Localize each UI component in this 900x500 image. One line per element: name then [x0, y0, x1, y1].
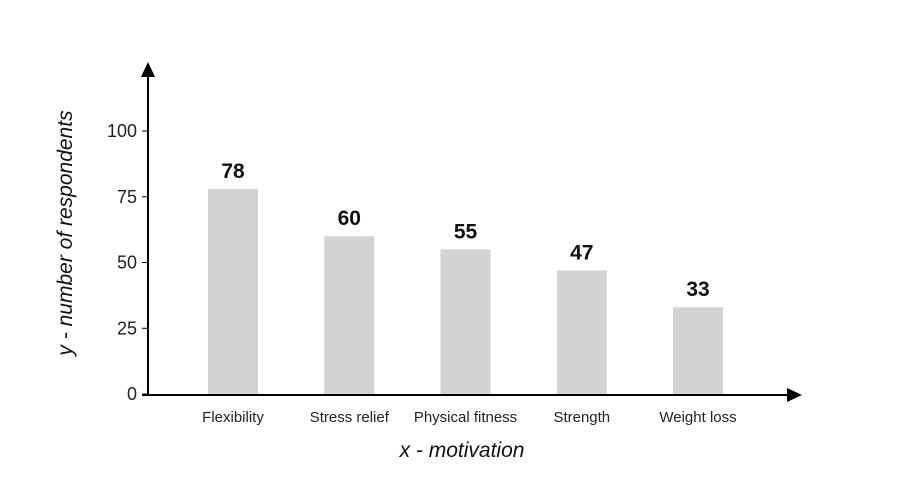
- y-axis-tick-label: 25: [117, 318, 137, 338]
- y-axis-arrow-icon: [141, 62, 155, 77]
- x-axis-category-label: Weight loss: [659, 409, 736, 426]
- bar-value-label: 78: [221, 160, 245, 183]
- x-axis-arrow-icon: [787, 388, 802, 402]
- y-axis-tick-label: 0: [127, 384, 137, 404]
- x-axis-categories: Flexibility Stress relief Physical fitness…: [202, 409, 736, 426]
- bar: [440, 249, 491, 394]
- x-axis-category-label: Stress relief: [310, 409, 390, 426]
- y-axis-tick-label: 75: [117, 187, 137, 207]
- y-axis-title: y - number of respondents: [54, 110, 77, 358]
- x-axis-category-label: Physical fitness: [414, 409, 517, 426]
- y-axis-ticks: 0 25 50 75 100: [107, 121, 148, 404]
- x-axis-category-label: Strength: [553, 409, 610, 426]
- bar: [324, 236, 375, 394]
- data-labels: 78 60 55 47 33: [221, 160, 709, 301]
- bar: [556, 270, 607, 394]
- bar-value-label: 47: [570, 241, 593, 264]
- bar-value-label: 60: [338, 207, 361, 230]
- x-axis-category-label: Flexibility: [202, 409, 264, 426]
- bar: [673, 307, 723, 394]
- y-axis-tick-label: 50: [117, 253, 137, 273]
- y-axis-tick-label: 100: [107, 121, 137, 141]
- bars: [208, 188, 723, 394]
- bar: [208, 188, 258, 394]
- bar-value-label: 55: [454, 220, 478, 243]
- bar-value-label: 33: [686, 278, 709, 301]
- x-axis-title: x - motivation: [399, 439, 525, 462]
